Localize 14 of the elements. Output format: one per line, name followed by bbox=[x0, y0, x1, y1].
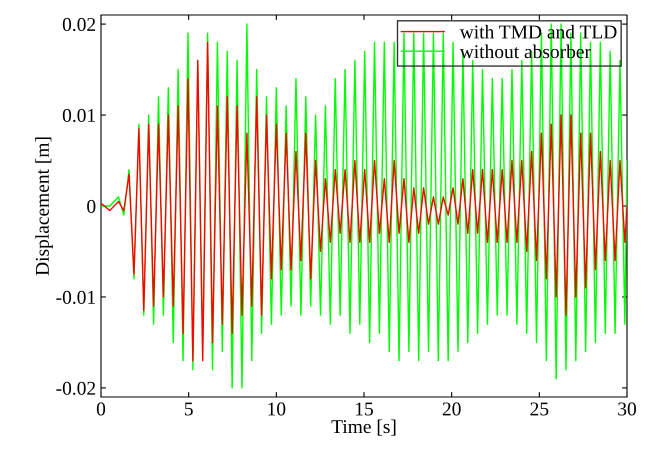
x-tick-label: 5 bbox=[184, 402, 193, 416]
y-tick-label: -0.02 bbox=[56, 382, 96, 395]
x-tick-label: 25 bbox=[530, 402, 548, 416]
y-tick-label: 0 bbox=[87, 200, 96, 213]
x-axis-title: Time [s] bbox=[331, 419, 396, 436]
x-tick-label: 30 bbox=[618, 402, 636, 416]
x-tick-label: 10 bbox=[268, 402, 286, 416]
y-tick-label: 0.02 bbox=[62, 18, 96, 32]
x-tick-label: 15 bbox=[356, 402, 373, 416]
y-axis-title: Displacement [m] bbox=[35, 138, 53, 276]
x-tick-label: 20 bbox=[442, 402, 461, 416]
y-tick-label: 0.01 bbox=[62, 108, 95, 122]
x-tick-label: 0 bbox=[96, 402, 106, 416]
y-tick-label: -0.01 bbox=[56, 290, 95, 304]
